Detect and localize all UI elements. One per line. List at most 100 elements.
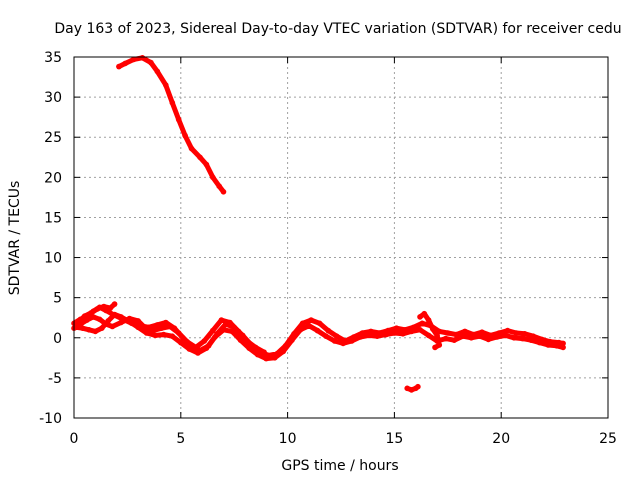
data-point xyxy=(229,328,235,335)
data-point xyxy=(272,355,278,361)
data-point xyxy=(432,344,438,351)
x-tick-label: 10 xyxy=(279,431,297,447)
y-tick-label: 0 xyxy=(53,331,62,347)
data-point xyxy=(118,319,124,326)
data-point xyxy=(99,325,105,332)
data-point xyxy=(175,330,182,336)
data-point xyxy=(103,321,109,327)
y-tick-label: 20 xyxy=(44,170,62,186)
data-point xyxy=(169,99,176,106)
data-point xyxy=(485,336,492,343)
data-point xyxy=(109,323,116,330)
data-point xyxy=(94,306,101,312)
chart-title: Day 163 of 2023, Sidereal Day-to-day VTE… xyxy=(54,21,621,37)
data-point xyxy=(528,337,534,344)
data-point xyxy=(297,327,304,333)
data-point xyxy=(203,345,210,352)
x-tick-label: 25 xyxy=(599,431,617,447)
data-point xyxy=(227,319,233,326)
data-point xyxy=(393,325,400,332)
data-point xyxy=(201,338,208,344)
data-point xyxy=(462,328,468,335)
data-point xyxy=(434,332,440,339)
data-point xyxy=(468,335,475,341)
data-trace xyxy=(116,55,226,195)
data-point xyxy=(331,338,338,344)
data-point xyxy=(193,344,199,351)
data-point xyxy=(118,314,124,320)
data-point xyxy=(218,317,225,323)
data-point xyxy=(404,385,411,392)
data-point xyxy=(178,339,184,346)
data-point xyxy=(244,338,250,344)
data-point xyxy=(477,333,483,340)
data-point xyxy=(417,314,423,320)
data-point xyxy=(511,335,517,341)
data-point xyxy=(419,320,426,327)
data-point xyxy=(150,327,156,334)
data-point xyxy=(182,132,188,139)
y-tick-label: 35 xyxy=(44,50,62,66)
data-point xyxy=(263,355,270,362)
data-point xyxy=(460,333,466,340)
data-point xyxy=(425,332,432,339)
data-point xyxy=(107,305,114,311)
data-point xyxy=(111,301,118,307)
data-point xyxy=(122,60,129,67)
data-point xyxy=(299,320,306,327)
data-point xyxy=(184,339,190,345)
y-tick-label: -5 xyxy=(48,371,62,387)
data-point xyxy=(415,383,421,390)
data-point xyxy=(216,183,222,189)
data-point xyxy=(340,340,346,347)
data-point xyxy=(436,342,443,348)
data-point xyxy=(212,334,218,340)
data-point xyxy=(261,349,267,356)
data-point xyxy=(451,337,458,344)
y-tick-label: 10 xyxy=(44,251,62,267)
y-tick-label: -10 xyxy=(39,411,62,427)
data-point xyxy=(81,313,88,319)
data-point xyxy=(188,145,195,152)
data-point xyxy=(348,338,355,344)
data-point xyxy=(357,334,364,340)
data-point xyxy=(101,303,107,310)
data-point xyxy=(135,324,141,331)
y-tick-label: 5 xyxy=(53,291,62,307)
data-point xyxy=(254,351,261,358)
data-point xyxy=(553,343,560,349)
data-point xyxy=(220,189,227,195)
data-point xyxy=(197,154,203,161)
data-point xyxy=(366,332,372,339)
data-point xyxy=(430,326,436,332)
y-tick-label: 30 xyxy=(44,90,62,106)
data-point xyxy=(391,330,398,336)
data-point xyxy=(374,333,381,340)
data-point xyxy=(408,328,415,335)
data-point xyxy=(289,337,295,344)
data-point xyxy=(246,345,252,352)
data-point xyxy=(323,333,329,340)
data-point xyxy=(494,334,500,340)
data-point xyxy=(195,350,201,356)
data-point xyxy=(445,330,451,336)
data-point xyxy=(163,319,169,326)
data-point xyxy=(154,68,161,75)
data-point xyxy=(135,318,141,324)
data-point xyxy=(96,316,103,323)
y-tick-label: 15 xyxy=(44,210,62,226)
data-point xyxy=(75,318,82,325)
data-point xyxy=(220,327,227,333)
y-tick-label: 25 xyxy=(44,130,62,146)
data-point xyxy=(235,328,242,335)
data-point xyxy=(442,335,449,342)
data-point xyxy=(111,311,118,318)
data-point xyxy=(143,330,150,336)
data-point xyxy=(314,327,321,334)
data-point xyxy=(502,332,509,339)
data-point xyxy=(536,339,543,346)
data-point xyxy=(316,320,323,327)
data-point xyxy=(519,335,526,342)
data-point xyxy=(86,327,92,333)
data-point xyxy=(92,328,99,335)
